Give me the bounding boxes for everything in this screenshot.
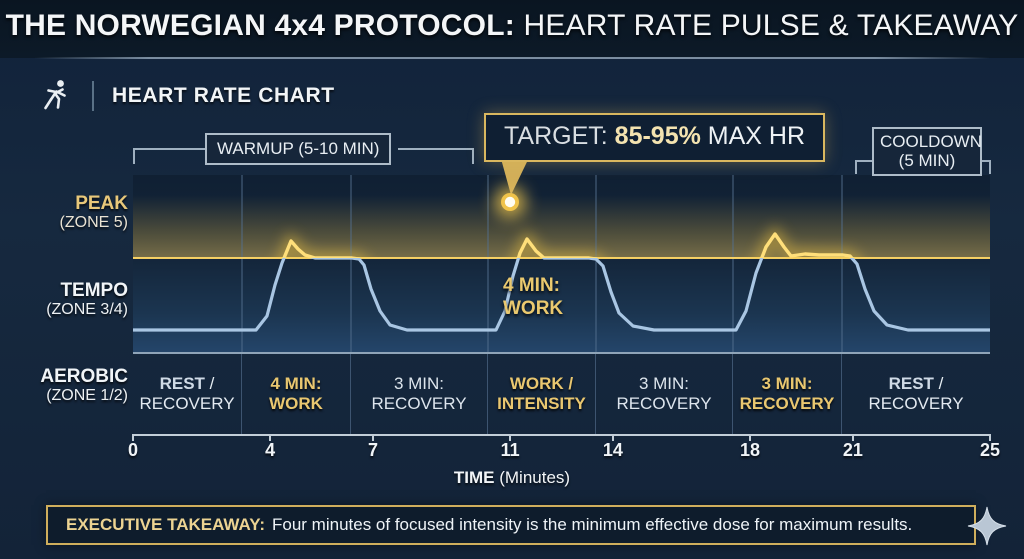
- warmup-bracket-line-right: [398, 148, 474, 150]
- x-axis-tick: [749, 434, 752, 441]
- executive-takeaway-bar: EXECUTIVE TAKEAWAY: Four minutes of focu…: [46, 505, 976, 545]
- phase-cell-line2: RECOVERY: [616, 394, 712, 413]
- cooldown-bracket-tick-left: [855, 160, 857, 174]
- subheader-divider: [92, 81, 94, 111]
- x-axis-tick: [611, 434, 614, 441]
- warmup-label: WARMUP (5-10 MIN): [205, 133, 392, 166]
- phase-cell-line1: 3 MIN:: [393, 374, 445, 394]
- heart-rate-chart-svg: [133, 175, 990, 352]
- cooldown-bracket-line-left: [855, 160, 877, 162]
- cooldown-label-line2: (5 MIN): [898, 151, 956, 171]
- phase-cell-line1: REST /: [888, 374, 944, 394]
- zone-label-aerobic-name: AEROBIC: [40, 366, 128, 387]
- zone-label-aerobic-sub: (ZONE 1/2): [46, 387, 128, 405]
- zone-label-tempo-name: TEMPO: [60, 280, 128, 301]
- zone-label-peak-name: PEAK: [75, 193, 128, 214]
- warmup-bracket-line-left: [133, 148, 208, 150]
- phase-cell-rest-recovery-1: REST / RECOVERY: [133, 354, 242, 434]
- cooldown-label: COOLDOWN (5 MIN): [872, 127, 982, 177]
- phase-cell-line2: RECOVERY: [868, 394, 964, 413]
- phase-cell-line2: RECOVERY: [739, 394, 835, 413]
- zone-label-tempo-sub: (ZONE 3/4): [46, 301, 128, 319]
- in-chart-work-label-line2: WORK: [503, 297, 564, 319]
- phase-cell-3min-recovery-1: 3 MIN: RECOVERY: [351, 354, 488, 434]
- page-title-bold: THE NORWEGIAN 4x4 PROTOCOL:: [5, 9, 515, 42]
- phase-cell-line2: WORK: [269, 394, 323, 413]
- target-dot-marker: [494, 186, 526, 218]
- subheader: HEART RATE CHART: [38, 74, 335, 118]
- heart-rate-trace: [133, 225, 990, 332]
- target-callout: TARGET: 85-95% MAX HR: [484, 113, 826, 162]
- phase-cell-line1: 3 MIN:: [638, 374, 690, 394]
- x-axis-tick: [509, 434, 512, 441]
- phase-cell-line1: WORK /: [509, 374, 574, 394]
- running-person-icon: [44, 80, 66, 110]
- phase-label-band: REST / RECOVERY 4 MIN: WORK 3 MIN: RECOV…: [133, 352, 990, 434]
- in-chart-work-label: 4 MIN: WORK: [503, 275, 563, 321]
- warmup-bracket-tick-left: [133, 148, 135, 164]
- title-divider: [34, 57, 990, 59]
- x-axis-line: [133, 434, 990, 436]
- phase-cell-3min-recovery-2: 3 MIN: RECOVERY: [596, 354, 733, 434]
- phase-cell-line2: RECOVERY: [139, 394, 235, 413]
- zone-label-peak: PEAK (ZONE 5): [10, 193, 128, 233]
- takeaway-label: EXECUTIVE TAKEAWAY:: [66, 515, 265, 534]
- x-axis-tick-label: 11: [500, 440, 520, 460]
- x-axis-tick: [371, 434, 374, 441]
- zone-label-aerobic: AEROBIC (ZONE 1/2): [10, 366, 128, 406]
- x-axis-tick-label: 14: [602, 440, 623, 460]
- subheader-title: HEART RATE CHART: [112, 84, 335, 107]
- warmup-bracket-tick-right: [472, 148, 474, 164]
- x-axis-tick-label: 7: [367, 440, 378, 460]
- phase-cell-3min-recovery-gold: 3 MIN: RECOVERY: [733, 354, 842, 434]
- chart-gridlines: [241, 175, 843, 352]
- x-axis-title-bold: TIME: [453, 468, 495, 487]
- zone-label-tempo: TEMPO (ZONE 3/4): [10, 280, 128, 320]
- x-axis-tick: [851, 434, 854, 441]
- cooldown-bracket-tick-right: [989, 160, 991, 174]
- cooldown-bracket-line-right: [980, 160, 991, 162]
- takeaway-text: Four minutes of focused intensity is the…: [272, 515, 913, 534]
- target-callout-value: 85-95%: [614, 122, 701, 150]
- x-axis-tick: [269, 434, 272, 441]
- x-axis-tick: [989, 434, 991, 441]
- phase-cell-line1: 3 MIN:: [761, 374, 813, 394]
- page-title: THE NORWEGIAN 4x4 PROTOCOL: HEART RATE P…: [0, 9, 1024, 43]
- x-axis-tick: [132, 434, 134, 441]
- phase-cell-line1: 4 MIN:: [270, 374, 322, 394]
- page-title-normal: HEART RATE PULSE & TAKEAWAY: [514, 9, 1019, 42]
- phase-cell-line2: RECOVERY: [371, 394, 467, 413]
- phase-cell-4min-work: 4 MIN: WORK: [242, 354, 351, 434]
- target-callout-tail: MAX HR: [700, 122, 806, 150]
- x-axis-tick-label: 18: [740, 440, 761, 460]
- heart-rate-chart-plot: 4 MIN: WORK: [133, 137, 990, 352]
- phase-cell-line1: REST /: [159, 374, 215, 394]
- target-callout-lead: TARGET:: [504, 122, 615, 150]
- phase-cell-rest-recovery-2: REST / RECOVERY: [842, 354, 990, 434]
- cooldown-label-line1: COOLDOWN: [880, 132, 982, 151]
- phase-cell-line2: INTENSITY: [497, 394, 586, 413]
- x-axis-tick-label: 21: [842, 440, 863, 460]
- phase-cell-work-intensity: WORK / INTENSITY: [488, 354, 596, 434]
- title-banner: THE NORWEGIAN 4x4 PROTOCOL: HEART RATE P…: [0, 0, 1024, 58]
- x-axis-title: TIME (Minutes): [0, 468, 1024, 488]
- x-axis-title-normal: (Minutes): [494, 468, 571, 487]
- zone-label-peak-sub: (ZONE 5): [59, 214, 128, 232]
- x-axis-tick-label: 25: [979, 440, 1001, 460]
- in-chart-work-label-line1: 4 MIN:: [503, 275, 560, 296]
- x-axis-tick-label: 0: [127, 440, 139, 460]
- x-axis-tick-label: 4: [265, 440, 276, 460]
- sparkle-icon: [967, 506, 1007, 546]
